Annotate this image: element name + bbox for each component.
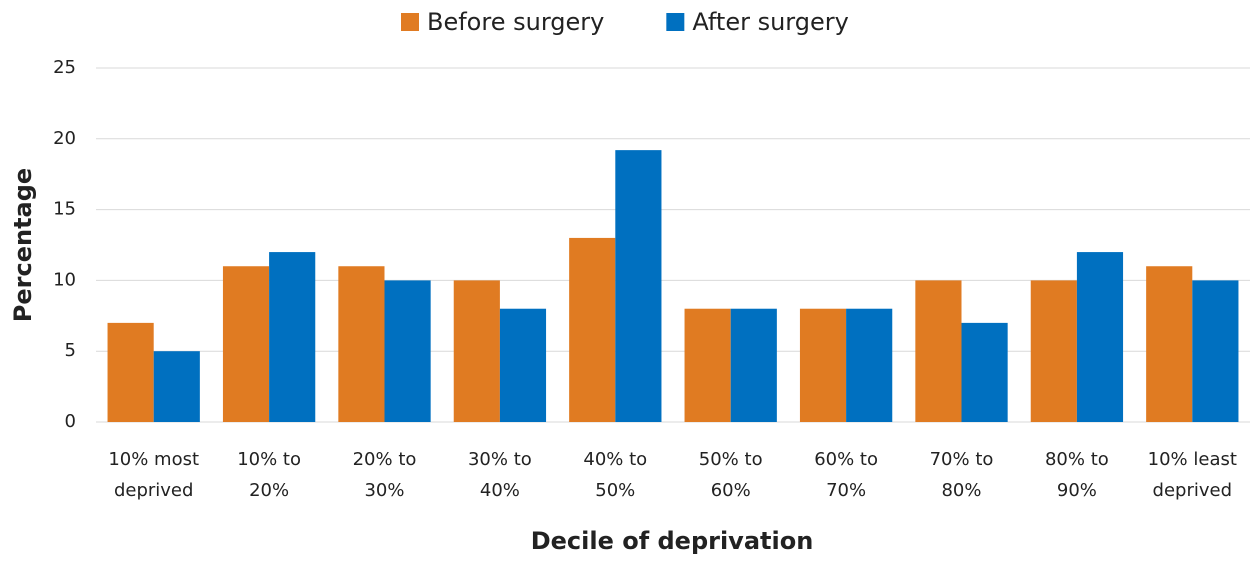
y-tick-label: 10 — [53, 269, 76, 290]
x-tick-label: 40% to 50% — [583, 449, 647, 501]
bar — [684, 308, 731, 422]
legend-label: After surgery — [692, 8, 849, 36]
legend-label: Before surgery — [427, 8, 604, 36]
x-tick-label: 10% least deprived — [1148, 449, 1237, 501]
bar — [453, 280, 500, 422]
legend-swatch — [666, 13, 685, 31]
bar — [499, 308, 547, 422]
bar — [915, 280, 962, 422]
y-tick-label: 25 — [53, 57, 76, 78]
y-axis-title: Percentage — [9, 168, 37, 322]
bar — [1146, 266, 1193, 422]
bar — [1030, 280, 1077, 422]
bar — [1192, 280, 1239, 422]
bar — [153, 351, 200, 422]
bar — [569, 237, 616, 422]
y-tick-label: 0 — [65, 411, 76, 432]
bar — [730, 308, 777, 422]
bar — [799, 308, 847, 422]
x-tick-label: 10% most deprived — [108, 449, 199, 501]
x-tick-label: 50% to 60% — [699, 449, 763, 501]
bar — [269, 252, 316, 422]
bar — [107, 322, 154, 422]
y-tick-label: 20 — [53, 128, 76, 149]
x-tick-label: 80% to 90% — [1045, 449, 1109, 501]
bar — [961, 322, 1008, 422]
y-tick-label: 15 — [53, 199, 76, 220]
bar — [1076, 252, 1124, 422]
bar — [384, 280, 431, 422]
x-tick-label: 60% to 70% — [814, 449, 878, 501]
legend-swatch — [401, 13, 419, 31]
bar — [338, 266, 385, 422]
y-tick-label: 5 — [65, 340, 76, 361]
x-tick-label: 70% to 80% — [930, 449, 994, 501]
x-tick-label: 30% to 40% — [468, 449, 532, 501]
bar — [846, 308, 893, 422]
x-axis-title: Decile of deprivation — [531, 527, 814, 555]
bar — [222, 266, 270, 422]
x-tick-label: 20% to 30% — [353, 449, 417, 501]
bar — [615, 150, 662, 423]
x-tick-label: 10% to 20% — [237, 449, 301, 501]
